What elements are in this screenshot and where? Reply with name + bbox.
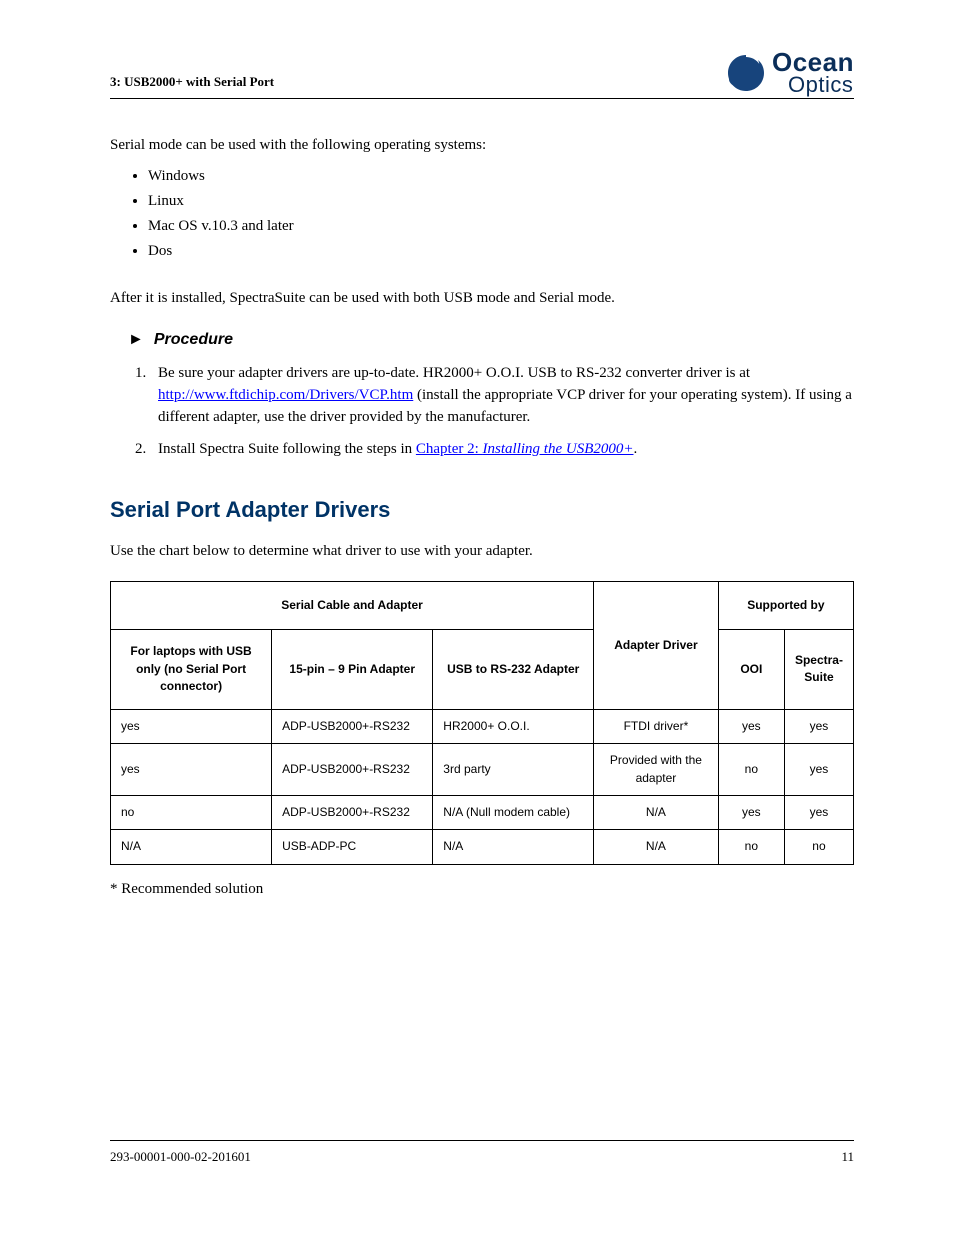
page-number: 11 [841, 1149, 854, 1165]
doc-number: 293-00001-000-02-201601 [110, 1149, 251, 1165]
table-cell: yes [784, 709, 853, 743]
table-cell: yes [111, 709, 272, 743]
chapter-line: 3: USB2000+ with Serial Port [110, 74, 274, 96]
logo-text-bottom: Optics [788, 75, 854, 96]
intro-para: Serial mode can be used with the followi… [110, 135, 854, 157]
list-item: Dos [148, 241, 854, 263]
table-cell: ADP-USB2000+-RS232 [272, 796, 433, 830]
table-cell: no [718, 830, 784, 864]
procedure-block: ► Procedure Be sure your adapter drivers … [128, 328, 854, 460]
table-row: no ADP-USB2000+-RS232 N/A (Null modem ca… [111, 796, 854, 830]
table-cell: no [784, 830, 853, 864]
table-row: yes ADP-USB2000+-RS232 HR2000+ O.O.I. FT… [111, 709, 854, 743]
table-cell: Provided with the adapter [594, 744, 719, 796]
logo-text-top: Ocean [772, 50, 854, 75]
table-header: Supported by [718, 581, 853, 629]
table-header: For laptops with USB only (no Serial Por… [111, 629, 272, 709]
driver-section-para: Use the chart below to determine what dr… [110, 541, 854, 563]
table-cell: ADP-USB2000+-RS232 [272, 744, 433, 796]
table-cell: N/A [111, 830, 272, 864]
table-cell: yes [784, 744, 853, 796]
table-cell: N/A [594, 830, 719, 864]
table-header: OOI [718, 629, 784, 709]
chapter-ref-link[interactable]: Chapter 2: Installing the USB2000+ [416, 441, 634, 457]
triangle-icon: ► [128, 331, 144, 348]
chapter-ref-title: Installing the USB2000+ [483, 441, 634, 457]
list-item: Mac OS v.10.3 and later [148, 216, 854, 238]
list-item: Windows [148, 166, 854, 188]
page-header: 3: USB2000+ with Serial Port Ocean Optic… [110, 50, 854, 99]
driver-table: Serial Cable and Adapter Adapter Driver … [110, 581, 854, 865]
note-para: After it is installed, SpectraSuite can … [110, 288, 854, 310]
step-item: Be sure your adapter drivers are up-to-d… [150, 363, 854, 428]
driver-section-heading: Serial Port Adapter Drivers [110, 494, 854, 526]
brand-logo: Ocean Optics [724, 50, 854, 96]
os-list: Windows Linux Mac OS v.10.3 and later Do… [110, 166, 854, 262]
table-cell: N/A [594, 796, 719, 830]
table-footnote: * Recommended solution [110, 879, 854, 901]
step-text: Install Spectra Suite following the step… [158, 441, 416, 457]
list-item: Linux [148, 191, 854, 213]
table-cell: USB-ADP-PC [272, 830, 433, 864]
page-footer: 293-00001-000-02-201601 11 [110, 1140, 854, 1165]
ocean-swirl-icon [724, 53, 768, 93]
step-text: Be sure your adapter drivers are up-to-d… [158, 365, 750, 381]
table-cell: N/A [433, 830, 594, 864]
step-text: . [634, 441, 638, 457]
procedure-title-text: Procedure [154, 331, 233, 348]
chapter-ref-prefix: Chapter 2: [416, 441, 483, 457]
table-row: N/A USB-ADP-PC N/A N/A no no [111, 830, 854, 864]
table-header: USB to RS-232 Adapter [433, 629, 594, 709]
table-cell: HR2000+ O.O.I. [433, 709, 594, 743]
body-section: Serial mode can be used with the followi… [110, 135, 854, 901]
table-cell: yes [111, 744, 272, 796]
table-header: Serial Cable and Adapter [111, 581, 594, 629]
table-cell: FTDI driver* [594, 709, 719, 743]
procedure-heading: ► Procedure [128, 328, 854, 351]
table-header: Spectra-Suite [784, 629, 853, 709]
ftdi-driver-link[interactable]: http://www.ftdichip.com/Drivers/VCP.htm [158, 387, 413, 403]
table-header: 15-pin – 9 Pin Adapter [272, 629, 433, 709]
table-cell: no [111, 796, 272, 830]
step-item: Install Spectra Suite following the step… [150, 439, 854, 461]
table-cell: yes [784, 796, 853, 830]
table-cell: ADP-USB2000+-RS232 [272, 709, 433, 743]
table-cell: yes [718, 709, 784, 743]
table-cell: yes [718, 796, 784, 830]
table-cell: 3rd party [433, 744, 594, 796]
table-row: yes ADP-USB2000+-RS232 3rd party Provide… [111, 744, 854, 796]
table-cell: N/A (Null modem cable) [433, 796, 594, 830]
table-cell: no [718, 744, 784, 796]
procedure-steps: Be sure your adapter drivers are up-to-d… [128, 363, 854, 460]
table-header: Adapter Driver [594, 581, 719, 709]
